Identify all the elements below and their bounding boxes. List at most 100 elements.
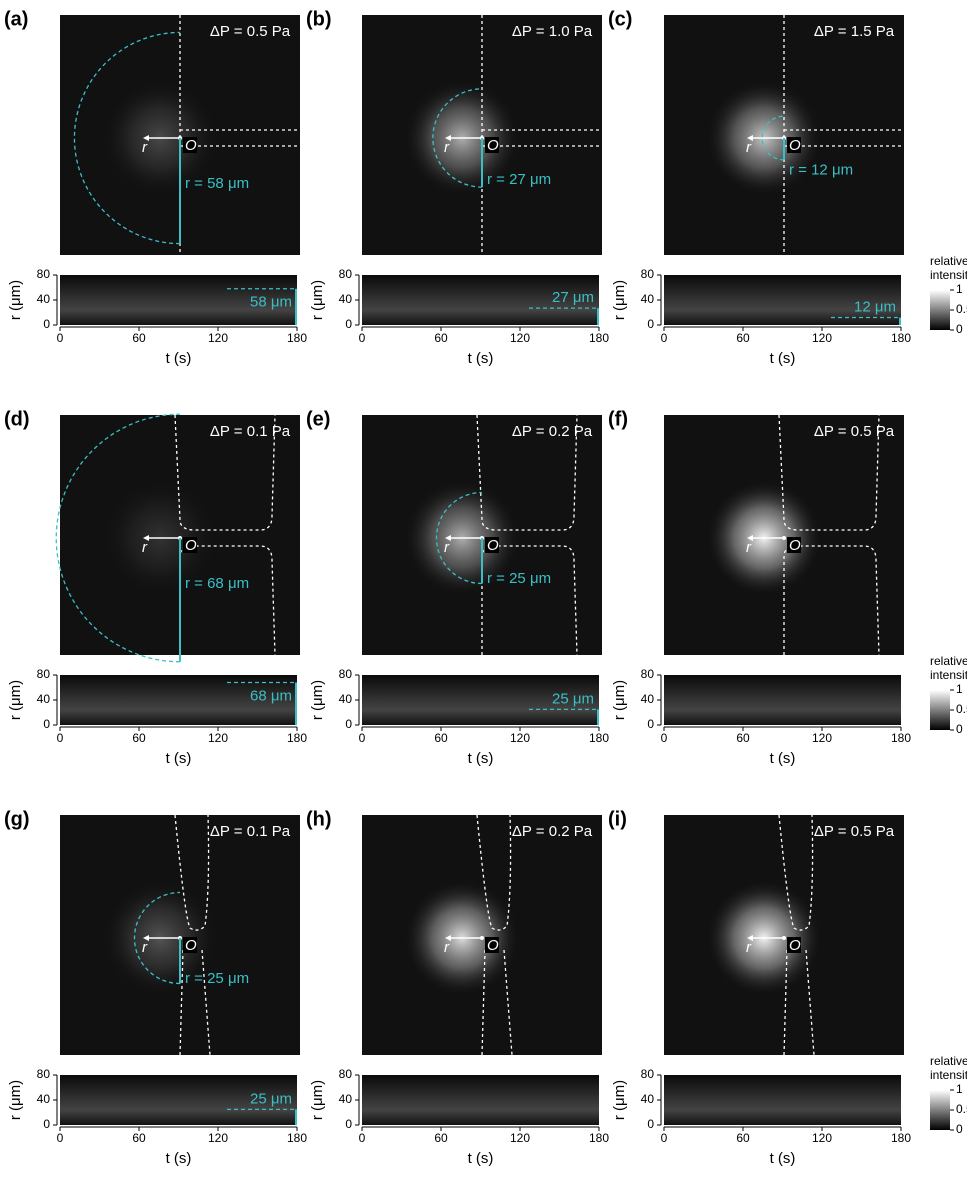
kymograph (664, 675, 901, 725)
colorbar-tick-label: 1 (956, 1082, 963, 1096)
y-tick-label: 80 (37, 267, 51, 281)
y-tick-label: 0 (647, 317, 654, 331)
x-tick-label: 120 (208, 731, 228, 745)
y-tick-label: 80 (641, 267, 655, 281)
colorbar-title: intensity (930, 268, 967, 282)
origin-label: O (789, 937, 801, 954)
y-tick-label: 40 (339, 1092, 353, 1106)
panel-label: (i) (608, 808, 627, 830)
x-tick-label: 0 (661, 731, 668, 745)
x-axis-label: t (s) (468, 350, 494, 367)
pressure: ΔP = 0.2 Pa (512, 423, 593, 440)
kymo-radius-label: 58 μm (250, 294, 292, 311)
x-axis-label: t (s) (770, 350, 796, 367)
y-tick-label: 40 (37, 692, 51, 706)
y-tick-label: 0 (345, 317, 352, 331)
radius-label: r = 25 μm (487, 570, 551, 587)
origin (782, 936, 786, 940)
y-tick-label: 40 (37, 292, 51, 306)
x-tick-label: 60 (434, 331, 448, 345)
y-axis-label: r (μm) (611, 680, 628, 720)
y-tick-label: 80 (37, 667, 51, 681)
y-tick-label: 40 (339, 692, 353, 706)
x-tick-label: 120 (208, 331, 228, 345)
x-tick-label: 0 (359, 331, 366, 345)
colorbar (930, 690, 950, 730)
x-tick-label: 120 (812, 331, 832, 345)
panel-label: (e) (306, 408, 330, 430)
y-axis-label: r (μm) (7, 280, 24, 320)
y-tick-label: 40 (339, 292, 353, 306)
y-axis-label: r (μm) (611, 280, 628, 320)
y-tick-label: 80 (641, 667, 655, 681)
pressure: ΔP = 0.1 Pa (210, 423, 291, 440)
y-tick-label: 40 (641, 692, 655, 706)
x-axis-label: t (s) (468, 1150, 494, 1167)
colorbar-title: intensity (930, 668, 967, 682)
panel-label: (b) (306, 8, 332, 30)
pressure: ΔP = 0.5 Pa (814, 423, 895, 440)
colorbar-tick-label: 0.5 (956, 702, 967, 716)
panel-label: (g) (4, 808, 30, 830)
radius-label: r = 58 μm (185, 175, 249, 192)
y-tick-label: 40 (641, 292, 655, 306)
x-tick-label: 120 (812, 1131, 832, 1145)
colorbar-tick-label: 0 (956, 1122, 963, 1136)
pressure: ΔP = 0.5 Pa (814, 823, 895, 840)
x-tick-label: 180 (891, 1131, 911, 1145)
x-axis-label: t (s) (468, 750, 494, 767)
panel-label: (c) (608, 8, 632, 30)
x-tick-label: 60 (736, 731, 750, 745)
origin-label: O (789, 537, 801, 554)
y-tick-label: 0 (43, 1117, 50, 1131)
colorbar-tick-label: 0 (956, 722, 963, 736)
origin-label: O (487, 137, 499, 154)
y-tick-label: 0 (647, 1117, 654, 1131)
x-tick-label: 180 (589, 1131, 609, 1145)
panel-label: (d) (4, 408, 30, 430)
x-tick-label: 60 (132, 731, 146, 745)
colorbar-tick-label: 1 (956, 682, 963, 696)
kymo-radius-label: 25 μm (552, 690, 594, 707)
y-tick-label: 40 (641, 1092, 655, 1106)
y-tick-label: 40 (37, 1092, 51, 1106)
x-axis-label: t (s) (770, 1150, 796, 1167)
origin-label: O (487, 937, 499, 954)
pressure: ΔP = 0.2 Pa (512, 823, 593, 840)
x-tick-label: 0 (359, 1131, 366, 1145)
origin-label: O (185, 537, 197, 554)
origin-label: O (789, 137, 801, 154)
y-axis-label: r (μm) (309, 280, 326, 320)
y-tick-label: 0 (345, 1117, 352, 1131)
x-tick-label: 120 (510, 331, 530, 345)
radius-label: r = 25 μm (185, 970, 249, 987)
colorbar-tick-label: 0.5 (956, 302, 967, 316)
origin-label: O (487, 537, 499, 554)
pressure: ΔP = 0.5 Pa (210, 23, 291, 40)
y-axis-label: r (μm) (7, 680, 24, 720)
kymo-radius-label: 12 μm (854, 298, 896, 315)
kymo-radius-label: 27 μm (552, 289, 594, 306)
pressure: ΔP = 0.1 Pa (210, 823, 291, 840)
kymograph (362, 1075, 599, 1125)
colorbar (930, 1090, 950, 1130)
y-axis-label: r (μm) (309, 1080, 326, 1120)
colorbar-title: intensity (930, 1068, 967, 1082)
x-tick-label: 0 (359, 731, 366, 745)
kymograph (664, 1075, 901, 1125)
x-tick-label: 0 (57, 731, 64, 745)
x-tick-label: 60 (434, 1131, 448, 1145)
y-tick-label: 0 (647, 717, 654, 731)
y-tick-label: 0 (43, 717, 50, 731)
x-tick-label: 0 (57, 1131, 64, 1145)
x-tick-label: 180 (589, 731, 609, 745)
panel-label: (a) (4, 8, 28, 30)
x-tick-label: 0 (661, 1131, 668, 1145)
panel-label: (h) (306, 808, 332, 830)
colorbar-title: relative (930, 254, 967, 268)
y-axis-label: r (μm) (7, 1080, 24, 1120)
x-axis-label: t (s) (166, 350, 192, 367)
x-tick-label: 60 (434, 731, 448, 745)
radius-label: r = 68 μm (185, 575, 249, 592)
x-tick-label: 60 (736, 331, 750, 345)
